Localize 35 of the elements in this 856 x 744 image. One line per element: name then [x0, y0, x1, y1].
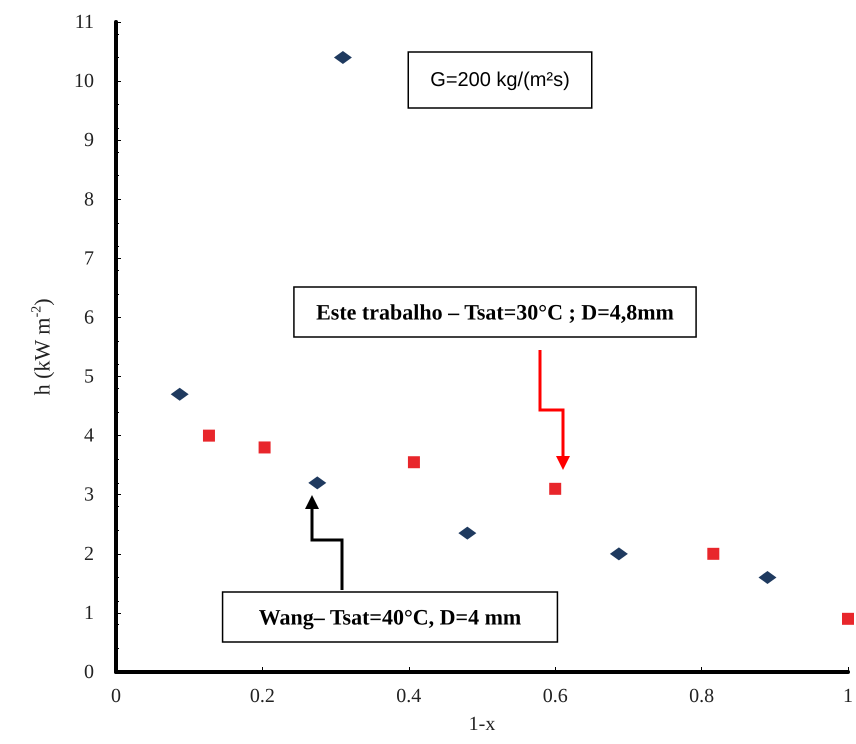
point	[707, 548, 720, 560]
annotation: G=200 kg/(m²s)	[430, 69, 570, 91]
x-axis-title: 1-x	[468, 713, 496, 735]
y-tick-label: 1	[84, 602, 94, 624]
point	[842, 612, 854, 625]
y-tick-label: 9	[84, 129, 94, 152]
y-tick-label: 11	[74, 11, 94, 33]
y-tick-label: 2	[84, 542, 94, 565]
point	[758, 570, 776, 584]
point	[458, 526, 476, 540]
annotation: Este trabalho – Tsat=30°C ; D=4,8mm	[316, 300, 674, 324]
x-tick-label: 0.2	[250, 685, 275, 707]
x-tick-label: 0.4	[396, 685, 422, 707]
point	[549, 482, 562, 495]
y-tick-label: 0	[84, 661, 94, 683]
y-tick-label: 8	[84, 188, 94, 210]
point	[334, 50, 352, 64]
annotation: Wang– Tsat=40°C, D=4 mm	[258, 604, 522, 630]
y-axis-title: h (kW m-2)	[30, 298, 54, 396]
point	[408, 456, 420, 468]
point	[308, 476, 326, 490]
y-tick-label: 3	[84, 484, 94, 506]
y-tick-label: 5	[84, 366, 94, 388]
x-tick-label: 0.8	[689, 685, 714, 707]
y-tick-label: 10	[74, 70, 94, 92]
y-tick-label: 4	[84, 424, 94, 447]
y-tick-label: 7	[84, 247, 94, 270]
point	[202, 430, 215, 442]
x-tick-label: 0	[111, 685, 121, 707]
point	[170, 388, 189, 401]
point	[258, 441, 271, 454]
x-tick-label: 0.6	[542, 685, 568, 707]
x-tick-label: 1	[843, 685, 853, 707]
point	[610, 547, 628, 560]
y-tick-label: 6	[84, 306, 94, 328]
